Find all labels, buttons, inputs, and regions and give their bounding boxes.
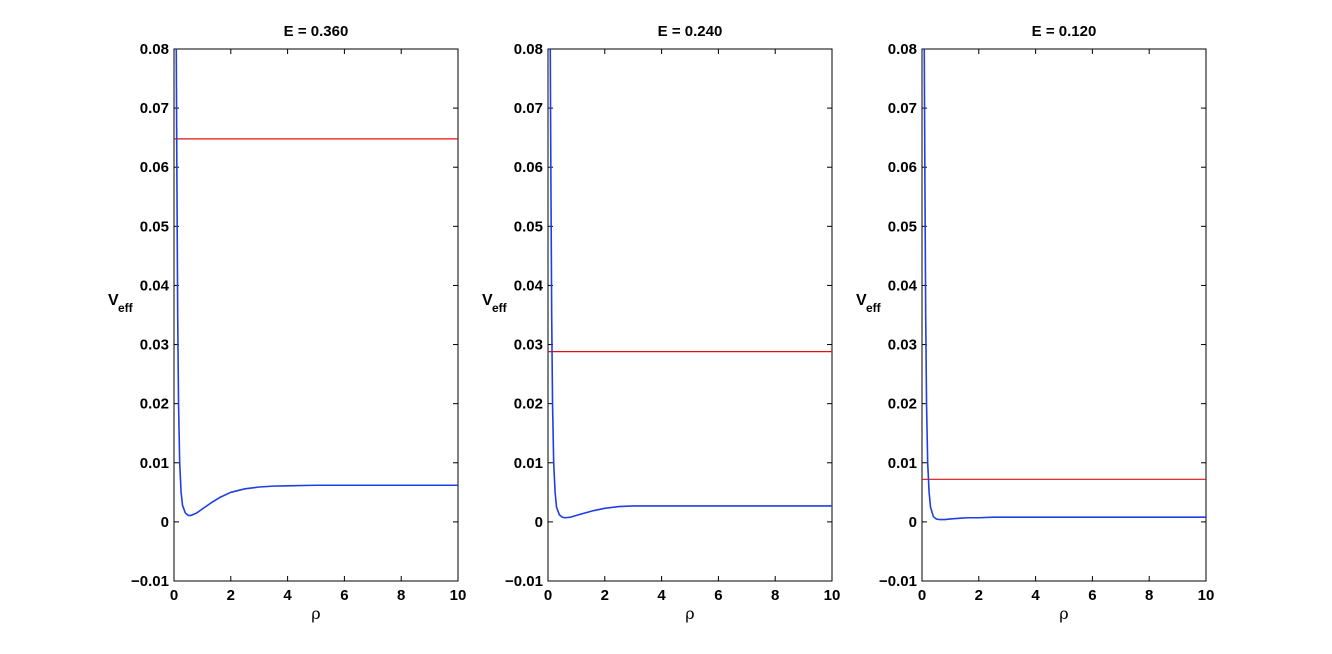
x-axis-label: ρ <box>311 604 320 623</box>
y-tick-label: 0.04 <box>514 277 544 294</box>
y-tick-label: 0.02 <box>888 396 917 413</box>
y-axis-label-subscript: eff <box>866 301 882 315</box>
plot-area <box>173 48 459 582</box>
y-tick-label: 0.01 <box>514 455 543 472</box>
plot-area <box>921 48 1207 582</box>
x-tick-label: 8 <box>397 587 405 604</box>
y-tick-label: 0.08 <box>140 41 169 58</box>
x-tick-label: 0 <box>544 587 552 604</box>
x-axis-label: ρ <box>685 604 694 623</box>
potential-curve <box>549 49 832 519</box>
x-tick-label: 6 <box>714 587 722 604</box>
y-tick-label: 0.03 <box>514 337 543 354</box>
y-tick-label: 0.07 <box>140 100 169 117</box>
y-tick-label: 0 <box>535 514 543 531</box>
potential-curve <box>175 49 458 517</box>
y-tick-label: −0.01 <box>131 573 169 590</box>
y-tick-label: 0.01 <box>888 455 917 472</box>
y-axis-label: V <box>482 292 493 309</box>
y-tick-label: 0.03 <box>888 337 917 354</box>
x-tick-label: 8 <box>771 587 779 604</box>
y-tick-label: 0.04 <box>140 277 170 294</box>
x-tick-label: 4 <box>283 587 292 604</box>
x-tick-label: 2 <box>975 587 983 604</box>
y-tick-label: −0.01 <box>505 573 543 590</box>
chart-title: E = 0.120 <box>1032 23 1097 40</box>
x-tick-label: 6 <box>340 587 348 604</box>
y-axis-label: V <box>856 292 867 309</box>
y-tick-label: 0.08 <box>514 41 543 58</box>
chart-title: E = 0.240 <box>658 23 723 40</box>
y-tick-label: 0.01 <box>140 455 169 472</box>
plot-area <box>547 48 833 582</box>
x-tick-label: 2 <box>601 587 609 604</box>
x-tick-label: 4 <box>1031 587 1040 604</box>
potential-curve <box>923 49 1206 521</box>
x-axis-label: ρ <box>1059 604 1068 623</box>
y-axis-label-subscript: eff <box>118 301 134 315</box>
x-tick-label: 6 <box>1088 587 1096 604</box>
y-tick-label: 0.06 <box>140 159 169 176</box>
y-tick-label: 0.05 <box>140 218 169 235</box>
y-tick-label: 0.06 <box>514 159 543 176</box>
x-tick-label: 0 <box>170 587 178 604</box>
y-tick-label: 0 <box>909 514 917 531</box>
y-tick-label: 0.02 <box>514 396 543 413</box>
y-tick-label: −0.01 <box>879 573 917 590</box>
chart-title: E = 0.360 <box>284 23 349 40</box>
y-tick-label: 0 <box>161 514 169 531</box>
y-axis-label: V <box>108 292 119 309</box>
x-tick-label: 8 <box>1145 587 1153 604</box>
y-tick-label: 0.04 <box>888 277 918 294</box>
x-tick-label: 10 <box>824 587 841 604</box>
y-tick-label: 0.05 <box>888 218 917 235</box>
y-tick-label: 0.07 <box>514 100 543 117</box>
y-tick-label: 0.07 <box>888 100 917 117</box>
y-tick-label: 0.05 <box>514 218 543 235</box>
y-axis-label-subscript: eff <box>492 301 508 315</box>
x-tick-label: 10 <box>1198 587 1215 604</box>
y-tick-label: 0.06 <box>888 159 917 176</box>
y-tick-label: 0.02 <box>140 396 169 413</box>
x-tick-label: 4 <box>657 587 666 604</box>
x-tick-label: 2 <box>227 587 235 604</box>
x-tick-label: 10 <box>450 587 467 604</box>
y-tick-label: 0.08 <box>888 41 917 58</box>
x-tick-label: 0 <box>918 587 926 604</box>
y-tick-label: 0.03 <box>140 337 169 354</box>
